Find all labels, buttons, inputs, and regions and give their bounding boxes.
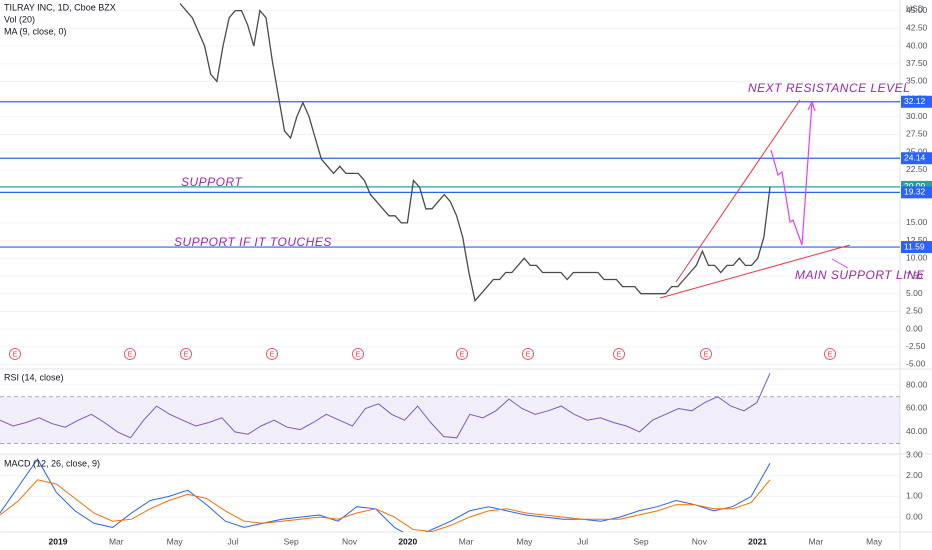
y-tick-label: 7.50 — [906, 270, 923, 280]
level-label: 20.09 — [904, 181, 926, 191]
symbol-title: TILRAY INC, 1D, Cboe BZX — [4, 2, 116, 12]
level-label: 19.32 — [904, 187, 926, 197]
y-tick-label: 27.50 — [906, 129, 928, 139]
annotation: MAIN SUPPORT LINE — [795, 268, 925, 282]
y-tick-label: 80.00 — [906, 379, 928, 389]
y-tick-label: -2.50 — [906, 341, 926, 351]
y-tick-label: 45.00 — [906, 5, 928, 15]
level-tag — [901, 241, 932, 254]
y-tick-label: 0.00 — [906, 323, 923, 333]
annotation: SUPPORT — [181, 175, 243, 189]
level-tag — [901, 152, 932, 165]
y-tick-label: 40.00 — [906, 40, 928, 50]
x-tick-label: 2021 — [748, 536, 767, 546]
earnings-label: E — [704, 351, 709, 358]
y-tick-label: 22.50 — [906, 164, 928, 174]
trend-line — [659, 244, 851, 299]
x-tick-label: May — [167, 536, 184, 546]
y-tick-label: 0.00 — [906, 511, 923, 521]
x-tick-label: May — [866, 536, 883, 546]
earnings-label: E — [13, 351, 18, 358]
panel — [0, 455, 900, 532]
x-tick-label: 2019 — [49, 536, 68, 546]
y-tick-label: 5.00 — [906, 288, 923, 298]
trend-line — [675, 99, 801, 283]
panel — [0, 373, 900, 445]
currency: USD — [906, 3, 924, 13]
earnings-label: E — [356, 351, 361, 358]
y-tick-label: 12.50 — [906, 235, 928, 245]
y-tick-label: 2.00 — [906, 470, 923, 480]
indicator-label: RSI (14, close) — [4, 372, 64, 382]
annotation: SUPPORT IF IT TOUCHES — [174, 235, 332, 249]
x-tick-label: Nov — [692, 536, 708, 546]
y-tick-label: 1.00 — [906, 491, 923, 501]
earnings-label: E — [270, 351, 275, 358]
rsi-band — [0, 396, 900, 444]
x-tick-label: 2020 — [398, 536, 417, 546]
series-line — [179, 3, 771, 303]
earnings-marker — [824, 348, 836, 360]
y-tick-label: 40.00 — [906, 426, 928, 436]
x-tick-label: Mar — [459, 536, 474, 546]
x-tick-label: Jul — [577, 536, 588, 546]
earnings-marker — [456, 348, 468, 360]
pointer — [831, 258, 849, 269]
earnings-marker — [124, 348, 136, 360]
y-tick-label: 37.50 — [906, 58, 928, 68]
y-tick-label: -5.00 — [906, 359, 926, 369]
series-line — [0, 479, 771, 532]
level-label: 24.14 — [904, 152, 926, 162]
annotation: NEXT RESISTANCE LEVEL — [748, 81, 910, 95]
y-tick-label: 15.00 — [906, 217, 928, 227]
y-tick-label: 30.00 — [906, 111, 928, 121]
y-tick-label: 3.00 — [906, 449, 923, 459]
y-tick-label: 35.00 — [906, 76, 928, 86]
y-tick-label: 10.00 — [906, 253, 928, 263]
earnings-marker — [352, 348, 364, 360]
plot-layer: 45.0042.5040.0037.5035.0032.5030.0027.50… — [0, 3, 932, 546]
drawings — [659, 99, 851, 299]
earnings-marker — [613, 348, 625, 360]
y-tick-label: 25.00 — [906, 146, 928, 156]
earnings-label: E — [828, 351, 833, 358]
x-tick-label: Nov — [342, 536, 358, 546]
earnings-marker — [700, 348, 712, 360]
arrow-head — [807, 100, 816, 112]
level-label: 32.12 — [904, 96, 926, 106]
x-tick-label: Mar — [109, 536, 124, 546]
series-line — [0, 373, 771, 439]
earnings-marker — [180, 348, 192, 360]
earnings-label: E — [128, 351, 133, 358]
earnings-label: E — [617, 351, 622, 358]
earnings-label: E — [184, 351, 189, 358]
earnings-marker — [9, 348, 21, 360]
y-tick-label: 2.50 — [906, 306, 923, 316]
y-tick-label: 42.50 — [906, 23, 928, 33]
level-tag — [901, 186, 932, 199]
x-tick-label: Jul — [227, 536, 238, 546]
earnings-marker — [522, 348, 534, 360]
y-tick-label: 60.00 — [906, 403, 928, 413]
x-tick-label: Mar — [809, 536, 824, 546]
x-tick-label: Sep — [633, 536, 648, 546]
earnings-label: E — [460, 351, 465, 358]
earnings-marker — [266, 348, 278, 360]
panel — [0, 3, 900, 365]
x-tick-label: May — [516, 536, 533, 546]
level-tag — [901, 95, 932, 108]
indicator-label: MA (9, close, 0) — [4, 26, 67, 36]
indicator-label: Vol (20) — [4, 14, 35, 24]
level-label: 11.59 — [904, 241, 925, 251]
indicator-label: MACD (12, 26, close, 9) — [4, 458, 100, 468]
series-line — [0, 458, 771, 532]
earnings-label: E — [526, 351, 531, 358]
x-tick-label: Sep — [284, 536, 299, 546]
projection-path — [770, 101, 813, 246]
